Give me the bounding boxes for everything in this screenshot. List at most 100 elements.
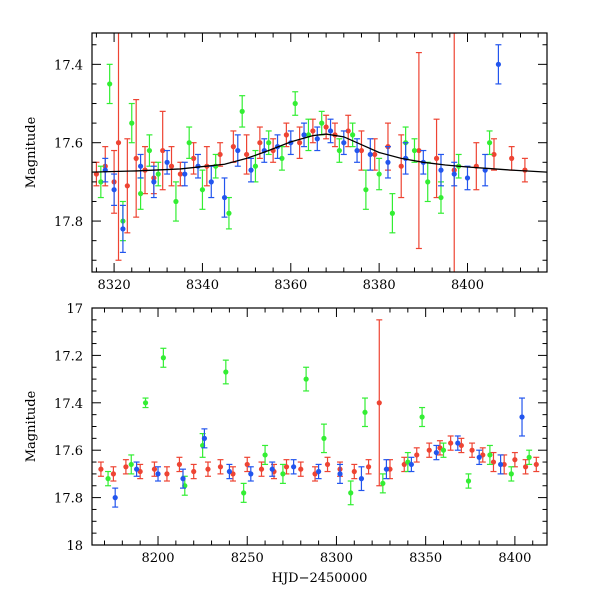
data-point xyxy=(120,226,126,232)
data-point xyxy=(476,454,482,460)
top-panel: 8320 8340 8360 8380 8400 17.4 17.6 17.8 Magnitud… xyxy=(24,32,548,293)
data-point xyxy=(345,128,351,134)
data-point xyxy=(425,179,431,185)
data-point xyxy=(414,452,420,458)
data-point xyxy=(201,435,208,441)
data-point xyxy=(385,159,391,165)
data-point xyxy=(239,108,245,114)
data-point xyxy=(205,466,211,472)
y-axis-label: Magnitude xyxy=(24,390,39,462)
data-point xyxy=(244,151,250,158)
data-point xyxy=(487,452,493,458)
data-point xyxy=(319,120,325,126)
data-point xyxy=(327,128,334,134)
data-point xyxy=(440,447,447,453)
data-point xyxy=(111,187,117,193)
y-tick-label: 17 xyxy=(66,302,83,317)
data-point xyxy=(490,459,497,465)
data-point xyxy=(291,464,297,470)
data-point xyxy=(519,414,525,420)
data-point xyxy=(283,464,290,470)
data-point xyxy=(142,400,149,406)
data-point xyxy=(495,61,502,67)
y-tick-label: 18 xyxy=(66,539,83,554)
model-line xyxy=(92,133,547,173)
y-tick-label: 17.6 xyxy=(54,444,83,459)
data-point xyxy=(191,468,197,475)
x-tick-label: 8250 xyxy=(231,551,264,566)
data-point xyxy=(438,167,444,173)
data-point xyxy=(191,155,197,161)
data-point xyxy=(316,468,322,475)
x-tick-label: 8360 xyxy=(274,278,307,293)
data-point xyxy=(358,476,365,482)
data-point xyxy=(455,440,461,446)
data-point xyxy=(129,120,135,126)
data-point xyxy=(465,478,472,484)
data-point xyxy=(337,471,343,477)
data-point xyxy=(107,81,113,87)
data-point xyxy=(252,163,259,169)
data-point xyxy=(323,124,329,130)
data-point xyxy=(367,151,373,158)
series-2 xyxy=(112,397,526,508)
data-point xyxy=(257,140,263,146)
data-point xyxy=(321,435,327,441)
data-point xyxy=(164,159,170,165)
data-point xyxy=(350,132,356,138)
data-point xyxy=(301,132,307,138)
data-point xyxy=(376,400,382,406)
data-point xyxy=(180,476,186,482)
data-point xyxy=(262,452,268,458)
data-point xyxy=(292,100,298,107)
data-point xyxy=(348,490,354,496)
series-1 xyxy=(97,63,493,242)
data-point xyxy=(182,171,188,177)
data-point xyxy=(509,155,515,161)
data-point xyxy=(411,147,418,154)
data-point xyxy=(248,471,254,477)
data-point xyxy=(365,464,372,470)
data-point xyxy=(151,179,157,185)
data-point xyxy=(266,140,272,146)
plot-area xyxy=(97,319,540,508)
data-point xyxy=(372,151,378,158)
data-point xyxy=(235,147,241,154)
data-point xyxy=(351,468,357,475)
data-point xyxy=(226,468,232,475)
x-tick-label: 8400 xyxy=(498,551,531,566)
x-tick-label: 8200 xyxy=(141,551,174,566)
data-point xyxy=(533,461,539,468)
x-tick-label: 8350 xyxy=(409,551,442,566)
data-point xyxy=(358,147,365,154)
data-point xyxy=(526,454,532,460)
data-point xyxy=(105,476,111,482)
data-point xyxy=(112,495,118,501)
data-point xyxy=(226,210,232,216)
data-point xyxy=(110,471,117,477)
data-point xyxy=(173,198,179,205)
data-point xyxy=(98,179,104,185)
data-point xyxy=(128,461,134,468)
series-1 xyxy=(105,347,533,506)
data-point xyxy=(448,440,454,446)
x-tick-label: 8340 xyxy=(186,278,219,293)
data-point xyxy=(298,466,304,472)
data-point xyxy=(491,151,497,158)
data-point xyxy=(297,140,303,146)
data-point xyxy=(137,163,144,169)
data-point xyxy=(383,466,390,472)
data-point xyxy=(208,179,214,185)
data-point xyxy=(186,140,192,146)
data-point xyxy=(217,464,224,470)
data-point xyxy=(137,191,144,197)
data-point xyxy=(336,147,342,154)
data-point xyxy=(310,128,316,134)
y-tick-label: 17.4 xyxy=(54,58,83,73)
data-point xyxy=(387,466,393,472)
data-point xyxy=(279,155,285,161)
x-tick-label: 8400 xyxy=(451,278,484,293)
data-point xyxy=(151,466,158,472)
data-point xyxy=(160,147,166,154)
